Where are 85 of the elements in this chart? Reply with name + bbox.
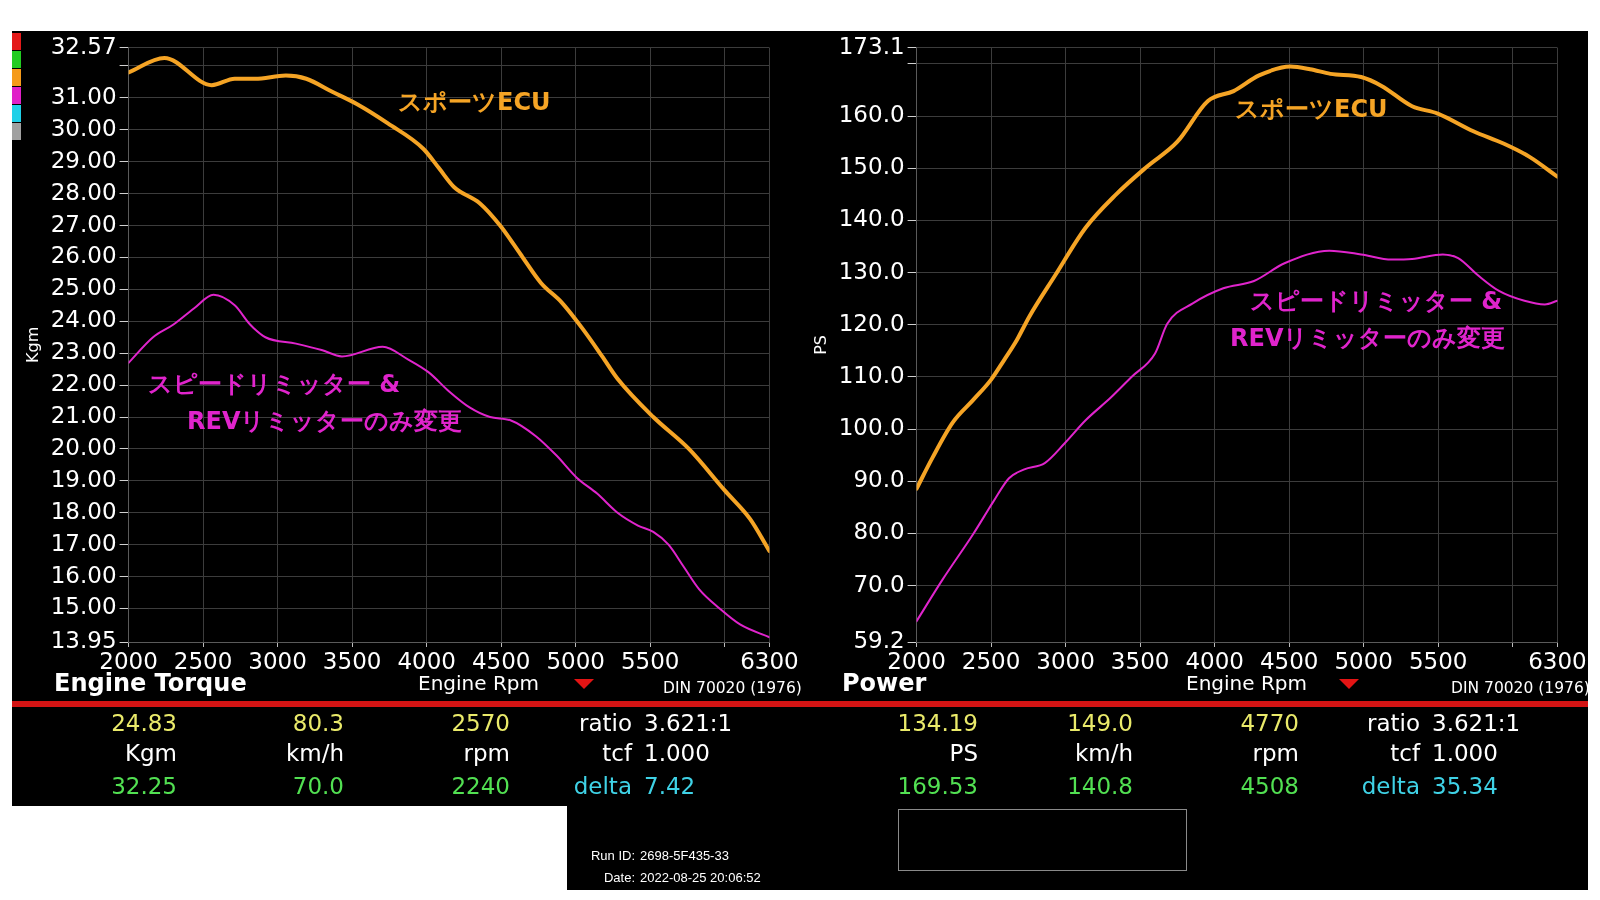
y-tick-label: 18.00 <box>50 497 117 524</box>
text: rpm <box>1251 740 1299 766</box>
y-tick-label: 160.0 <box>838 101 905 128</box>
y-tick-label: 120.0 <box>838 309 905 336</box>
text: 4508 <box>1239 773 1299 799</box>
y-tick-label: 23.00 <box>50 338 117 365</box>
y-tick-label: 29.00 <box>50 146 117 173</box>
text: PS <box>948 740 978 766</box>
text: DIN 70020 (1976) <box>1451 679 1590 697</box>
y-tick-label: 100.0 <box>838 414 905 441</box>
x-tick-label: 3000 <box>248 647 307 674</box>
y-tick-label: 31.00 <box>50 82 117 109</box>
text: Kgm <box>123 740 177 766</box>
text: DIN 70020 (1976) <box>663 679 802 697</box>
text: 80.3 <box>291 710 344 736</box>
x-tick-label: 3500 <box>322 647 382 674</box>
y-tick-label: 17.00 <box>50 529 117 556</box>
y-tick-label: 173.1 <box>838 32 905 59</box>
text: 149.0 <box>1066 710 1133 736</box>
y-tick-label: 13.95 <box>50 626 117 653</box>
y-tick-label: 27.00 <box>50 210 117 237</box>
text: 169.53 <box>896 773 978 799</box>
text: Run ID: 2698-5F435-33 <box>589 848 729 863</box>
y-tick-label: 32.57 <box>50 32 117 59</box>
y-tick-label: 150.0 <box>838 153 905 180</box>
text: delta 35.34 <box>1361 773 1498 799</box>
x-tick-label: 4000 <box>1185 647 1244 674</box>
text: 4770 <box>1239 710 1299 736</box>
y-tick-label: 130.0 <box>838 257 905 284</box>
x-tick-label: 5500 <box>620 647 680 674</box>
y-tick-label: 16.00 <box>50 561 117 588</box>
text: delta 7.42 <box>573 773 696 799</box>
text: km/h <box>1073 740 1133 766</box>
y-tick-label: 28.00 <box>50 178 117 205</box>
text: 32.25 <box>110 773 177 799</box>
y-tick-label: 20.00 <box>50 433 117 460</box>
text: km/h <box>284 740 344 766</box>
y-tick-label: 30.00 <box>50 114 117 141</box>
y-tick-label: 140.0 <box>838 205 905 232</box>
y-tick-label: 80.0 <box>853 518 905 545</box>
x-tick-label: 6300 <box>1528 647 1587 674</box>
y-tick-label: 26.00 <box>50 242 117 269</box>
y-tick-label: 70.0 <box>853 570 905 597</box>
text: 2570 <box>450 710 510 736</box>
series-label: スポーツECU <box>1235 95 1388 124</box>
x-axis-title: Engine Rpm <box>1186 671 1307 695</box>
x-tick-label: 6300 <box>740 647 799 674</box>
y-axis-title: Kgm <box>22 326 42 364</box>
text: ratio 3.621:1 <box>578 710 733 736</box>
y-tick-label: 24.00 <box>50 306 117 333</box>
x-tick-label: 4500 <box>1259 647 1319 674</box>
text: 70.0 <box>291 773 344 799</box>
x-axis-title: Engine Rpm <box>418 671 539 695</box>
x-tick-label: 5500 <box>1408 647 1468 674</box>
text: 140.8 <box>1066 773 1133 799</box>
series-label: スピードリミッター & REVリミッターのみ変更 <box>1230 287 1506 353</box>
text: tcf 1.000 <box>602 740 710 766</box>
text: ratio 3.621:1 <box>1366 710 1521 736</box>
text: rpm <box>462 740 510 766</box>
y-tick-label: 25.00 <box>50 274 117 301</box>
y-tick-label: 15.00 <box>50 593 117 620</box>
y-tick-label: 19.00 <box>50 465 117 492</box>
text: 134.19 <box>896 710 978 736</box>
x-tick-label: 3500 <box>1110 647 1170 674</box>
text: Date: 2022-08-25 20:06:52 <box>602 870 761 885</box>
series-label: スピードリミッター & REVリミッターのみ変更 <box>148 370 463 436</box>
x-tick-label: 4000 <box>397 647 456 674</box>
text: 2240 <box>450 773 510 799</box>
y-tick-label: 90.0 <box>853 466 905 493</box>
x-tick-label: 2500 <box>961 647 1021 674</box>
text: 24.83 <box>110 710 177 736</box>
line-series <box>916 64 1558 491</box>
y-tick-label: 110.0 <box>838 361 905 388</box>
x-tick-label: 5000 <box>1334 647 1393 674</box>
x-tick-label: 5000 <box>546 647 605 674</box>
line-series <box>128 56 770 554</box>
x-tick-label: 3000 <box>1036 647 1095 674</box>
text: tcf 1.000 <box>1390 740 1498 766</box>
y-tick-label: 21.00 <box>50 401 117 428</box>
y-tick-label: 22.00 <box>50 370 117 397</box>
x-tick-label: 4500 <box>471 647 531 674</box>
y-axis-title: PS <box>810 334 830 355</box>
line-series <box>128 293 770 639</box>
series-label: スポーツECU <box>398 88 551 117</box>
line-series <box>916 249 1558 623</box>
